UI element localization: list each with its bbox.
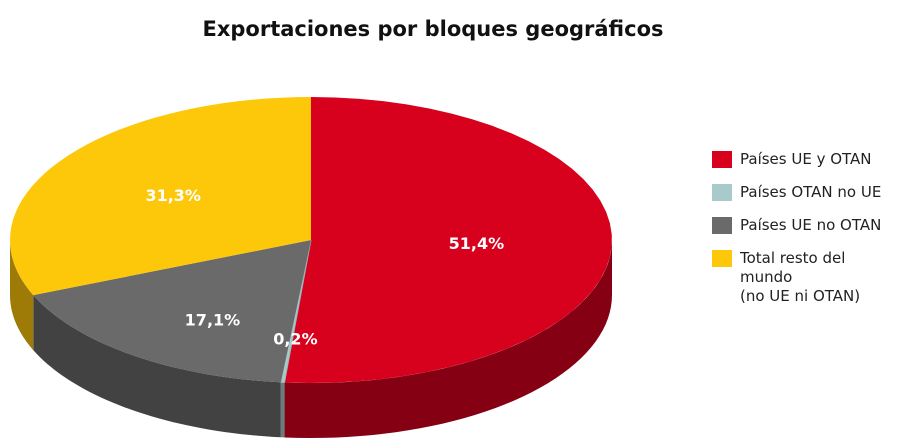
data-label: 17,1% — [185, 310, 241, 329]
legend-swatch — [712, 250, 732, 267]
pie-side — [280, 382, 285, 438]
legend-swatch — [712, 151, 732, 168]
pie-slice — [33, 240, 311, 383]
pie-side — [10, 240, 34, 351]
pie-sides — [10, 240, 612, 438]
pie-slice — [10, 97, 312, 296]
legend-label: Países UE no OTAN — [740, 216, 882, 234]
pie-slice — [280, 239, 312, 383]
data-label: 51,4% — [449, 234, 505, 253]
legend-swatch — [712, 184, 732, 201]
legend-label: Países UE y OTAN — [740, 150, 872, 168]
pie-top — [10, 97, 612, 383]
data-label: 0,2% — [273, 330, 317, 349]
legend-item: Países UE no OTAN — [712, 216, 922, 235]
data-label: 31,3% — [145, 186, 201, 205]
legend-item: Total resto del mundo (no UE ni OTAN) — [712, 249, 922, 306]
pie-slice — [284, 97, 612, 383]
legend: Países UE y OTAN Países OTAN no UE Países … — [712, 150, 922, 320]
legend-label: Total resto del mundo (no UE ni OTAN) — [740, 249, 861, 305]
legend-item: Países OTAN no UE — [712, 183, 922, 202]
chart-title: Exportaciones por bloques geográficos — [202, 17, 663, 41]
legend-label: Países OTAN no UE — [740, 183, 882, 201]
pie-side — [33, 295, 281, 438]
legend-item: Países UE y OTAN — [712, 150, 922, 169]
legend-swatch — [712, 217, 732, 234]
pie-side — [284, 240, 612, 438]
